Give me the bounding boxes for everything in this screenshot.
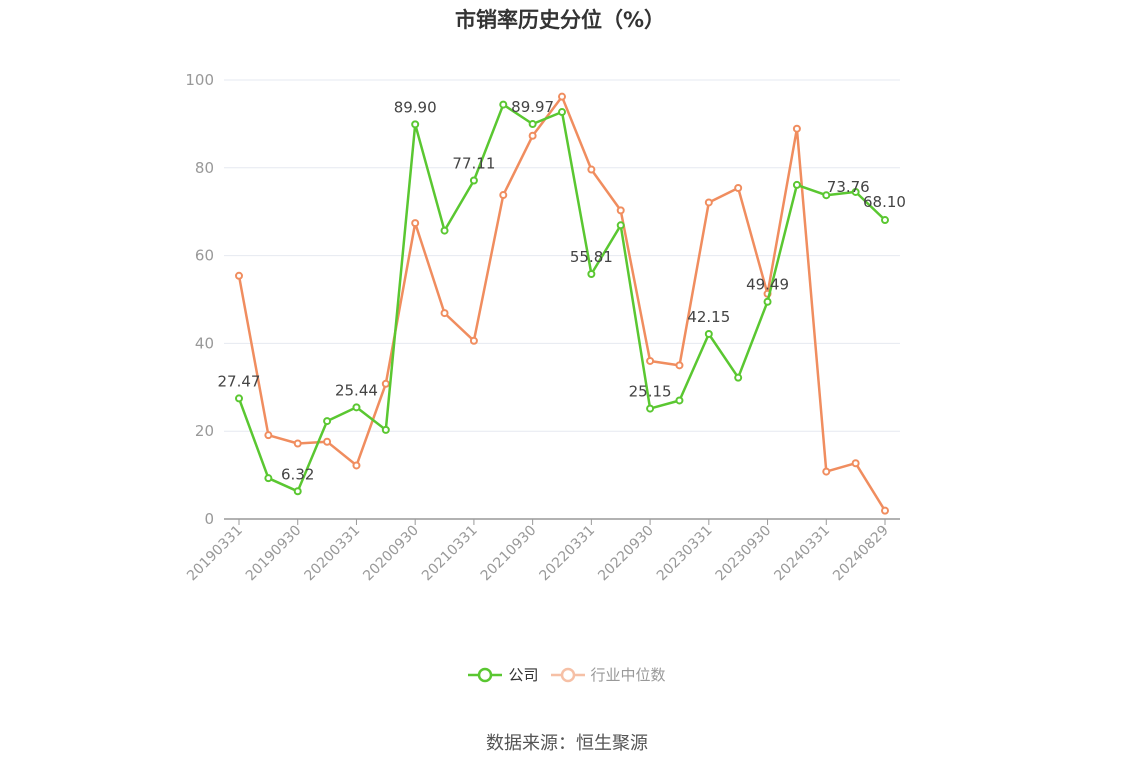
data-point-industry bbox=[293, 439, 302, 448]
y-tick-label: 0 bbox=[204, 510, 214, 528]
legend: 公司 行业中位数 bbox=[0, 664, 1134, 685]
data-point-company bbox=[881, 216, 889, 225]
data-point-company bbox=[851, 187, 860, 196]
data-label-company: 25.44 bbox=[335, 381, 378, 399]
y-tick-label: 60 bbox=[195, 247, 214, 265]
data-point-industry bbox=[558, 92, 566, 101]
data-point-industry bbox=[616, 206, 625, 215]
x-tick-label: 20210331 bbox=[419, 523, 481, 585]
x-tick-label: 20210930 bbox=[478, 523, 540, 585]
y-tick-label: 80 bbox=[195, 159, 214, 177]
data-point-company bbox=[235, 394, 243, 403]
grid-layer bbox=[224, 79, 900, 432]
chart-title: 市销率历史分位（%） bbox=[454, 8, 666, 32]
data-point-company bbox=[704, 329, 713, 338]
data-point-industry bbox=[675, 361, 684, 370]
legend-industry-marker-icon bbox=[550, 667, 585, 682]
line-chart: 0 20 40 60 80 100 2019033120190930202003312020… bbox=[184, 71, 906, 585]
legend-label-industry: 行业中位数 bbox=[590, 666, 666, 684]
data-point-company bbox=[440, 226, 449, 235]
data-point-company bbox=[469, 176, 478, 185]
data-point-company bbox=[411, 120, 420, 129]
data-point-company bbox=[734, 373, 743, 382]
data-point-company bbox=[528, 120, 537, 129]
data-point-industry bbox=[440, 309, 449, 318]
data-point-company bbox=[558, 108, 566, 117]
series-line-industry bbox=[237, 95, 887, 512]
data-point-industry bbox=[381, 379, 390, 388]
data-label-company: 68.10 bbox=[863, 193, 906, 211]
data-label-company: 25.15 bbox=[629, 383, 672, 401]
data-point-company bbox=[323, 417, 332, 426]
data-point-company bbox=[792, 180, 801, 189]
data-point-company bbox=[352, 403, 361, 412]
label-layer: 27.47 6.32 25.44 89.90 77.11 89.97 55.81 25.15 4… bbox=[218, 98, 906, 483]
data-label-company: 55.81 bbox=[570, 248, 613, 266]
x-tick-label: 20230930 bbox=[713, 523, 775, 585]
data-point-company bbox=[646, 404, 655, 413]
data-point-company bbox=[499, 100, 508, 109]
data-point-industry bbox=[822, 467, 831, 476]
data-label-company: 89.90 bbox=[394, 98, 437, 116]
data-source: 数据来源：恒生聚源 bbox=[486, 733, 648, 754]
series-line-company bbox=[237, 103, 886, 493]
data-point-industry bbox=[851, 459, 860, 468]
legend-label-company: 公司 bbox=[508, 666, 539, 684]
x-tick-label: 20200930 bbox=[360, 523, 422, 585]
x-tick-label: 20230331 bbox=[654, 523, 716, 585]
series-layer bbox=[235, 92, 889, 515]
data-point-industry bbox=[881, 506, 889, 515]
data-point-company bbox=[587, 269, 596, 278]
y-tick-label: 100 bbox=[185, 71, 214, 89]
data-label-company: 89.97 bbox=[511, 98, 554, 116]
data-point-company bbox=[763, 297, 772, 306]
x-tick-label: 20200331 bbox=[302, 523, 364, 585]
data-point-industry bbox=[528, 131, 537, 140]
data-label-company: 27.47 bbox=[218, 372, 261, 390]
data-point-industry bbox=[587, 165, 596, 174]
x-tick-label: 20240331 bbox=[771, 523, 833, 585]
x-tick-label: 20190331 bbox=[184, 523, 246, 585]
data-point-company bbox=[675, 396, 684, 405]
data-point-industry bbox=[734, 183, 743, 192]
data-label-company: 73.76 bbox=[827, 178, 870, 196]
data-point-industry bbox=[646, 356, 655, 365]
data-label-company: 42.15 bbox=[687, 308, 730, 326]
legend-item-company[interactable]: 公司 bbox=[468, 664, 539, 685]
legend-item-industry[interactable]: 行业中位数 bbox=[550, 664, 666, 685]
data-point-company bbox=[381, 425, 390, 434]
data-point-industry bbox=[264, 431, 273, 440]
x-tick-label: 20220930 bbox=[595, 523, 657, 585]
data-point-company bbox=[616, 221, 625, 230]
data-label-company: 77.11 bbox=[452, 154, 495, 172]
data-point-industry bbox=[323, 437, 332, 446]
data-point-company bbox=[264, 474, 273, 483]
data-label-company: 6.32 bbox=[281, 465, 314, 483]
legend-company-marker-icon bbox=[468, 667, 503, 682]
x-tick-label: 20190930 bbox=[243, 523, 305, 585]
data-point-industry bbox=[235, 271, 243, 280]
data-point-industry bbox=[469, 336, 478, 345]
y-tick-label: 20 bbox=[195, 422, 214, 440]
data-point-company bbox=[293, 487, 302, 496]
data-label-company: 49.49 bbox=[746, 276, 789, 294]
data-point-industry bbox=[411, 219, 420, 228]
data-point-industry bbox=[499, 191, 508, 200]
data-point-industry bbox=[792, 124, 801, 133]
x-tick-label: 20240829 bbox=[830, 523, 892, 585]
y-tick-label: 40 bbox=[195, 334, 214, 352]
x-tick-label: 20220331 bbox=[536, 523, 598, 585]
data-point-industry bbox=[352, 461, 361, 470]
data-point-company bbox=[822, 191, 831, 200]
data-point-industry bbox=[704, 198, 713, 207]
